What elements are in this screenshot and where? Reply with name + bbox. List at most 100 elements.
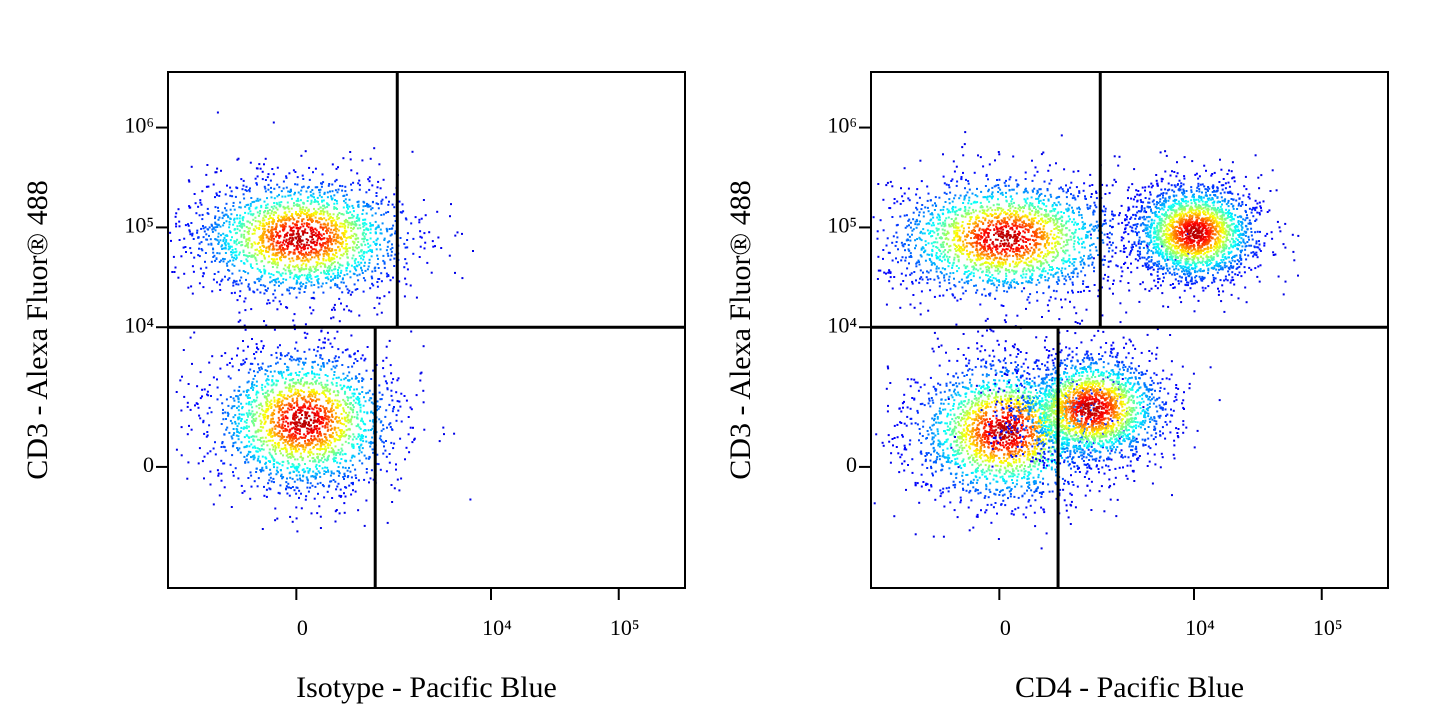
event-dot (308, 216, 311, 219)
event-dot (303, 373, 306, 376)
event-dot (346, 250, 349, 253)
event-dot (311, 391, 314, 393)
event-dot (317, 251, 320, 254)
event-dot (985, 253, 988, 256)
event-dot (310, 241, 313, 244)
event-dot (354, 401, 357, 404)
event-dot (303, 212, 306, 215)
event-dot (311, 395, 314, 398)
event-dot (950, 218, 953, 220)
event-dot (426, 261, 429, 264)
event-dot (237, 157, 240, 160)
event-dot (248, 430, 251, 432)
event-dot (344, 190, 347, 193)
event-dot (389, 248, 392, 251)
event-dot (304, 381, 307, 384)
event-dot (234, 422, 237, 425)
event-dot (331, 183, 334, 186)
event-dot (333, 357, 336, 360)
event-dot (319, 404, 322, 407)
event-dot (270, 407, 273, 409)
event-dot (968, 199, 971, 202)
event-dot (345, 425, 348, 428)
event-dot (386, 426, 388, 429)
event-dot (311, 475, 314, 477)
event-dot (308, 425, 311, 428)
event-dot (288, 358, 291, 361)
event-dot (277, 280, 280, 283)
event-dot (240, 419, 243, 422)
event-dot (318, 242, 321, 245)
event-dot (253, 200, 256, 203)
event-dot (336, 394, 339, 397)
event-dot (257, 477, 260, 480)
event-dot (191, 292, 194, 295)
event-dot (292, 384, 295, 387)
event-dot (219, 394, 222, 397)
event-dot (344, 453, 347, 456)
event-dot (304, 247, 307, 250)
event-dot (248, 208, 251, 211)
event-dot (182, 246, 185, 249)
event-dot (318, 235, 320, 238)
event-dot (273, 261, 276, 264)
event-dot (386, 252, 389, 255)
event-dot (334, 284, 337, 287)
event-dot (249, 396, 251, 399)
event-dot (978, 258, 981, 261)
event-dot (287, 217, 290, 220)
event-dot (335, 230, 338, 233)
event-dot (990, 248, 992, 251)
event-dot (199, 397, 202, 400)
event-dot (1068, 257, 1071, 260)
event-dot (323, 452, 326, 455)
event-dot (264, 369, 267, 372)
event-dot (369, 440, 372, 443)
event-dot (1041, 274, 1044, 277)
event-dot (275, 224, 278, 227)
event-dot (208, 384, 211, 386)
event-dot (1016, 258, 1019, 261)
event-dot (334, 225, 337, 228)
event-dot (307, 442, 310, 445)
event-dot (368, 389, 371, 392)
event-dot (991, 274, 994, 277)
event-dot (296, 458, 299, 461)
event-dot (295, 374, 298, 376)
event-dot (1020, 274, 1023, 277)
event-dot (303, 331, 306, 334)
event-dot (259, 291, 262, 294)
event-dot (1118, 214, 1121, 217)
event-dot (346, 348, 349, 351)
event-dot (315, 463, 318, 466)
event-dot (281, 223, 284, 226)
event-dot (336, 485, 339, 488)
event-dot (249, 497, 252, 500)
event-dot (329, 436, 332, 438)
event-dot (263, 245, 265, 248)
event-dot (397, 409, 400, 412)
event-dot (388, 461, 391, 464)
event-dot (318, 338, 321, 341)
event-dot (1030, 281, 1033, 284)
event-dot (320, 384, 323, 386)
event-dot (276, 231, 279, 234)
event-dot (961, 221, 964, 223)
event-dot (313, 435, 316, 438)
event-dot (301, 459, 304, 462)
event-dot (960, 178, 963, 181)
event-dot (372, 441, 375, 444)
event-dot (273, 466, 275, 469)
event-dot (990, 266, 993, 269)
event-dot (369, 287, 372, 290)
event-dot (326, 251, 329, 254)
event-dot (321, 405, 324, 408)
event-dot (940, 236, 942, 239)
event-dot (330, 317, 333, 320)
event-dot (327, 184, 330, 187)
event-dot (243, 436, 246, 439)
event-dot (363, 396, 365, 399)
event-dot (1039, 223, 1042, 226)
event-dot (264, 157, 267, 160)
event-dot (311, 218, 314, 221)
